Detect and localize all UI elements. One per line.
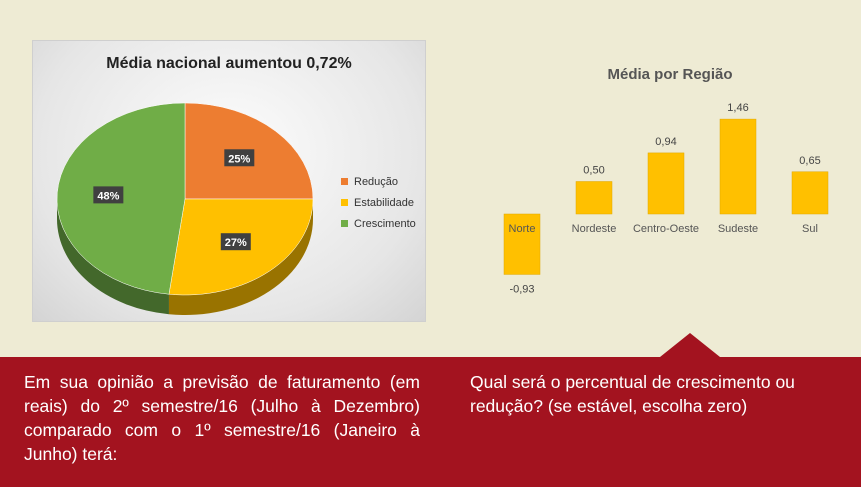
pie-chart-title: Média nacional aumentou 0,72%: [106, 55, 352, 72]
bar-sul: [791, 171, 829, 215]
bar-value-label: 1,46: [727, 102, 748, 114]
legend-label-estabilidade: Estabilidade: [354, 196, 414, 209]
question-right-text: Qual será o percentual de crescimento ou…: [470, 372, 795, 416]
callout-notch: [660, 333, 720, 357]
bar-category-label: Nordeste: [572, 223, 617, 235]
pie-side-1: [168, 199, 313, 315]
bar-category-label: Norte: [509, 223, 536, 235]
pie-legend: Redução Estabilidade Crescimento: [341, 171, 416, 234]
svg-text:48%: 48%: [97, 190, 119, 202]
bar-sudeste: [719, 118, 757, 215]
bar-value-label: 0,50: [583, 165, 604, 177]
question-band: [0, 357, 861, 487]
legend-swatch-reducao: [341, 178, 348, 185]
bar-chart-title: Média por Região: [607, 66, 733, 83]
bar-chart: -0,93 Norte 0,50 Nordeste 0,94 Centro-Oeste 1,…: [503, 102, 829, 295]
legend-item-crescimento: Crescimento: [341, 213, 416, 234]
svg-text:25%: 25%: [228, 153, 250, 165]
legend-swatch-estabilidade: [341, 199, 348, 206]
pie-side-2: [57, 199, 169, 315]
pie-label-2: 48%: [93, 186, 124, 204]
legend-label-reducao: Redução: [354, 175, 399, 188]
bar-nordeste: [575, 181, 613, 215]
bar-category-label: Sul: [802, 223, 818, 235]
legend-item-reducao: Redução: [341, 171, 416, 192]
bar-value-label: 0,94: [655, 136, 676, 148]
bar-norte: [503, 213, 541, 275]
bar-value-label: 0,65: [799, 155, 820, 167]
pie-chart: 25% 27% 48%: [56, 102, 314, 315]
pie-chart-panel: Média nacional aumentou 0,72% 25% 27% 48% …: [32, 40, 426, 322]
pie-label-0: 25%: [224, 149, 255, 167]
bar-category-label: Centro-Oeste: [633, 223, 699, 235]
legend-label-crescimento: Crescimento: [354, 217, 416, 230]
bar-centro-oeste: [647, 152, 685, 215]
legend-item-estabilidade: Estabilidade: [341, 192, 416, 213]
bar-category-label: Sudeste: [718, 223, 758, 235]
svg-text:27%: 27%: [225, 237, 247, 249]
bar-value-label: -0,93: [509, 283, 534, 295]
question-left-text: Em sua opinião a previsão de faturamento…: [24, 372, 420, 464]
legend-swatch-crescimento: [341, 220, 348, 227]
pie-label-1: 27%: [220, 233, 251, 251]
bar-chart-panel: Média por Região -0,93 Norte 0,50 Nordeste 0…: [480, 60, 840, 320]
